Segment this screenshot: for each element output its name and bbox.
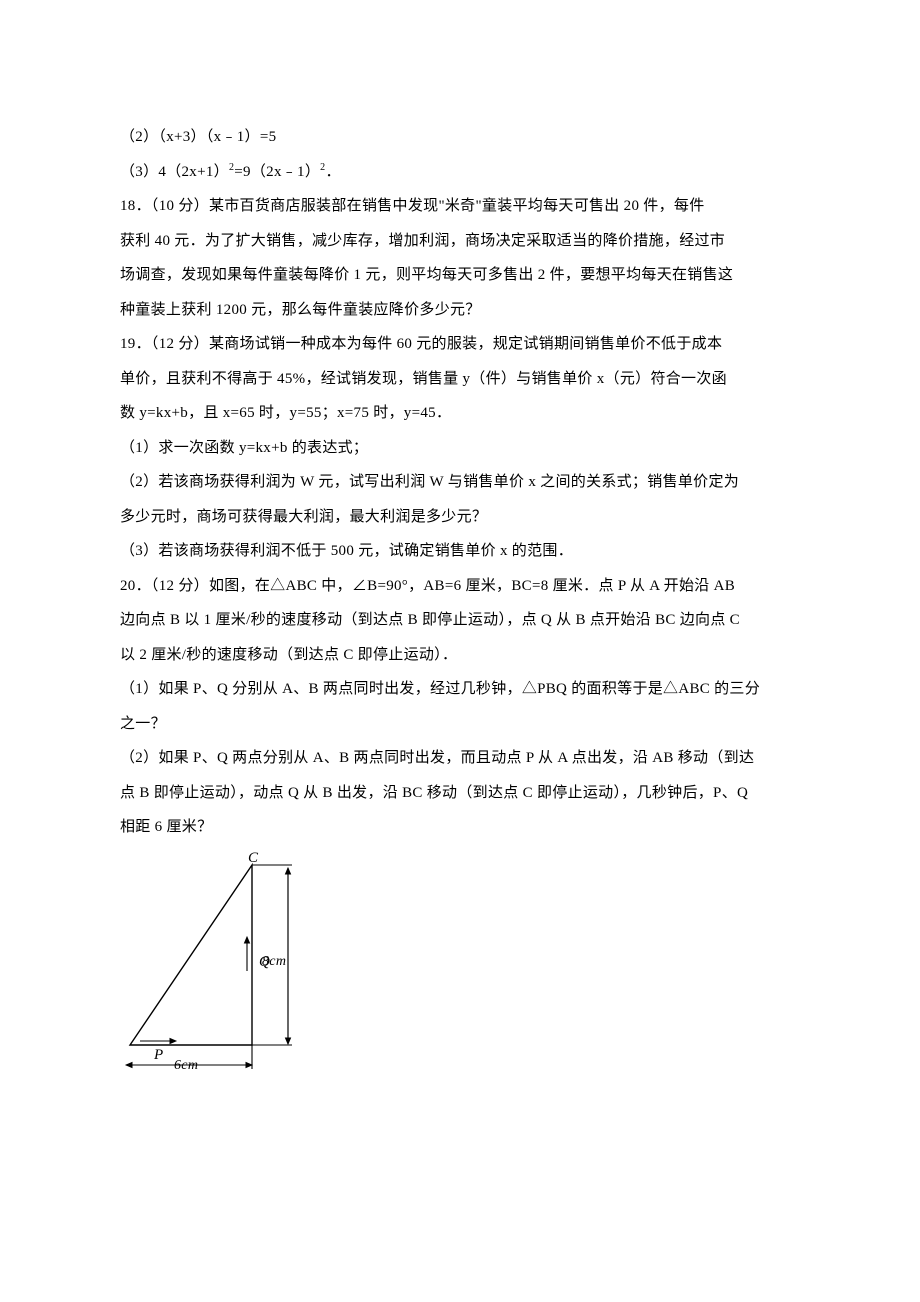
- triangle-svg: CQP6cm8cm: [112, 851, 322, 1071]
- q20-part2-line2: 点 B 即停止运动），动点 Q 从 B 出发，沿 BC 移动（到达点 C 即停止…: [120, 776, 810, 811]
- q17-part2: （2）（x+3）（x﹣1）=5: [120, 120, 810, 155]
- document-page: （2）（x+3）（x﹣1）=5 （3）4（2x+1）2=9（2x﹣1）2． 18…: [0, 0, 920, 1302]
- q20-part1-line1: （1）如果 P、Q 分别从 A、B 两点同时出发，经过几秒钟，△PBQ 的面积等…: [120, 672, 810, 707]
- q19-line2: 单价，且获利不得高于 45%，经试销发现，销售量 y（件）与销售单价 x（元）符…: [120, 362, 810, 397]
- q20-part1-line2: 之一？: [120, 707, 810, 742]
- q19-line3: 数 y=kx+b，且 x=65 时，y=55；x=75 时，y=45．: [120, 396, 810, 431]
- q20-line2: 边向点 B 以 1 厘米/秒的速度移动（到达点 B 即停止运动），点 Q 从 B…: [120, 603, 810, 638]
- q20-part2-line3: 相距 6 厘米？: [120, 810, 810, 845]
- q18-line2: 获利 40 元．为了扩大销售，减少库存，增加利润，商场决定采取适当的降价措施，经…: [120, 224, 810, 259]
- q20-line1: 20．（12 分）如图，在△ABC 中，∠B=90°，AB=6 厘米，BC=8 …: [120, 569, 810, 604]
- triangle-figure: CQP6cm8cm: [112, 851, 810, 1085]
- q19-part2-line2: 多少元时，商场可获得最大利润，最大利润是多少元？: [120, 500, 810, 535]
- svg-text:C: C: [248, 851, 259, 866]
- svg-text:6cm: 6cm: [174, 1058, 198, 1071]
- svg-text:8cm: 8cm: [262, 954, 286, 969]
- text: （3）4（2x+1）: [120, 164, 229, 180]
- q18-line1: 18．（10 分）某市百货商店服装部在销售中发现"米奇"童装平均每天可售出 20…: [120, 189, 810, 224]
- q18-line4: 种童装上获利 1200 元，那么每件童装应降价多少元？: [120, 293, 810, 328]
- q19-part1: （1）求一次函数 y=kx+b 的表达式；: [120, 431, 810, 466]
- text: =9（2x﹣1）: [234, 164, 320, 180]
- q19-part3: （3）若该商场获得利润不低于 500 元，试确定销售单价 x 的范围．: [120, 534, 810, 569]
- q17-part3: （3）4（2x+1）2=9（2x﹣1）2．: [120, 155, 810, 190]
- text: ．: [325, 164, 340, 180]
- q19-line1: 19．（12 分）某商场试销一种成本为每件 60 元的服装，规定试销期间销售单价…: [120, 327, 810, 362]
- q19-part2-line1: （2）若该商场获得利润为 W 元，试写出利润 W 与销售单价 x 之间的关系式；…: [120, 465, 810, 500]
- svg-text:P: P: [153, 1047, 163, 1063]
- q20-part2-line1: （2）如果 P、Q 两点分别从 A、B 两点同时出发，而且动点 P 从 A 点出…: [120, 741, 810, 776]
- q18-line3: 场调查，发现如果每件童装每降价 1 元，则平均每天可多售出 2 件，要想平均每天…: [120, 258, 810, 293]
- q20-line3: 以 2 厘米/秒的速度移动（到达点 C 即停止运动）．: [120, 638, 810, 673]
